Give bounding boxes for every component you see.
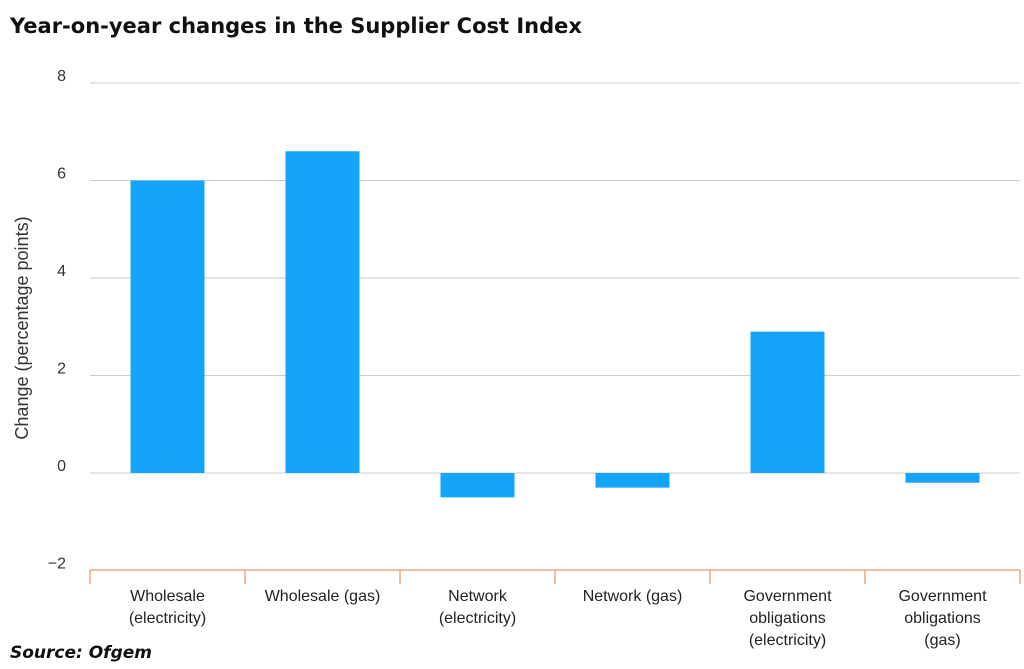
x-tick-label: Network (electricity) xyxy=(439,588,516,627)
y-tick-label: 8 xyxy=(57,68,66,85)
bars xyxy=(130,151,980,498)
bar xyxy=(595,473,670,488)
x-axis xyxy=(89,569,1021,584)
y-tick-label: 6 xyxy=(57,166,66,183)
source-note: Source: Ofgem xyxy=(10,643,152,663)
bar xyxy=(440,473,515,498)
x-tick-label: Wholesale (gas) xyxy=(265,588,381,605)
chart-title: Year-on-year changes in the Supplier Cos… xyxy=(10,14,582,38)
x-tick-label: Government obligations (electricity) xyxy=(743,588,832,649)
bar xyxy=(905,473,980,483)
x-tick-label: Wholesale (electricity) xyxy=(129,588,206,627)
bar xyxy=(130,180,205,473)
x-tick-label: Government obligations (gas) xyxy=(898,588,987,649)
bar xyxy=(750,331,825,473)
y-axis-label: Change (percentage points) xyxy=(12,216,32,439)
y-tick-label: 2 xyxy=(57,361,66,378)
y-tick-label: 4 xyxy=(57,263,66,280)
y-axis-ticks: 8 6 4 2 0 −2 xyxy=(48,68,66,573)
x-tick-label: Network (gas) xyxy=(583,588,683,605)
y-tick-label: −2 xyxy=(48,556,66,573)
x-axis-categories: Wholesale (electricity) Wholesale (gas) Net… xyxy=(129,588,987,649)
gridlines xyxy=(90,82,1020,474)
bar xyxy=(285,151,360,473)
y-tick-label: 0 xyxy=(57,458,66,475)
